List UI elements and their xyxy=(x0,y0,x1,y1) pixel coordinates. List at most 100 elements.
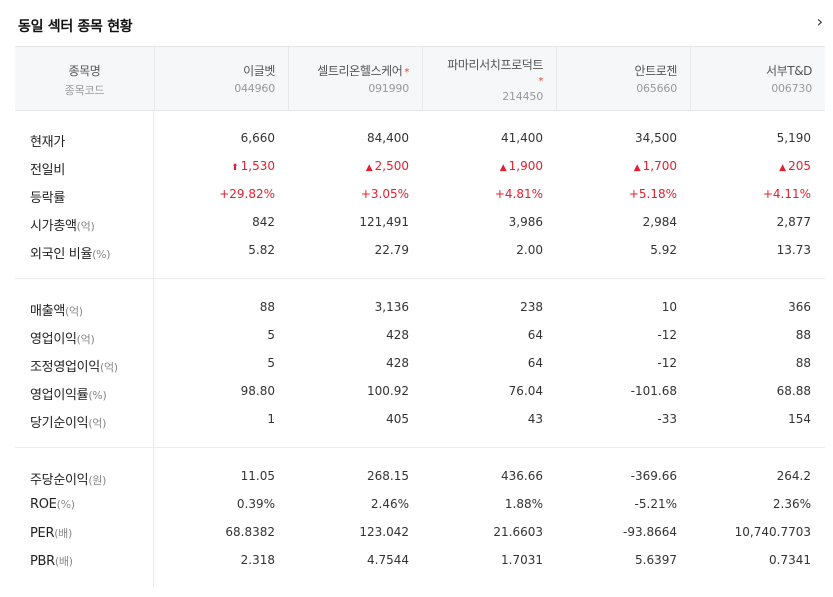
row-unit: (%) xyxy=(56,498,75,511)
up-arrow-icon: ▲ xyxy=(365,163,373,173)
row-unit: (억) xyxy=(76,333,95,346)
row-value: 428 xyxy=(386,328,409,342)
row-value: 2.46% xyxy=(370,497,409,511)
star-marker: * xyxy=(538,76,543,87)
row-unit: (%) xyxy=(92,248,111,261)
row-label: 주당순이익(원) xyxy=(30,473,107,488)
table-row: PBR(배) 2.318 4.7544 1.7031 5.6397 0.7341 xyxy=(15,547,825,575)
header-stock-cell: 서부T&D 006730 xyxy=(690,47,825,110)
row-value: 0.39% xyxy=(236,497,275,511)
row-value: 154 xyxy=(788,412,811,426)
row-value: 268.15 xyxy=(367,469,409,483)
up-arrow-icon: ▲ xyxy=(633,163,641,173)
chevron-right-icon[interactable]: › xyxy=(816,12,823,31)
row-value: 13.73 xyxy=(776,243,811,257)
row-value: -93.8664 xyxy=(623,525,677,539)
row-value: 84,400 xyxy=(367,131,409,145)
row-value: ▲ 205 xyxy=(779,159,811,173)
row-value: 428 xyxy=(386,356,409,370)
table-row: 당기순이익(억) 1 405 43 -33 154 xyxy=(15,406,825,434)
section-title: 동일 섹터 종목 현황 xyxy=(18,19,133,35)
stock-name-link[interactable]: 셀트리온헬스케어 xyxy=(317,64,403,78)
row-value: 5.92 xyxy=(650,243,677,257)
table-row: 전일비 ⬆ 1,530 ▲ 2,500 ▲ 1,900 ▲ 1,700 ▲ 205 xyxy=(15,153,825,181)
stock-name-link[interactable]: 파마리서치프로덕트 xyxy=(447,58,543,72)
row-value: 5,190 xyxy=(776,131,811,145)
stock-code: 006730 xyxy=(771,82,812,95)
header-code-label: 종목코드 xyxy=(64,84,105,97)
header-stock-cell: 이글벳 044960 xyxy=(154,47,288,110)
header-label-cell: 종목명 종목코드 xyxy=(15,47,154,110)
row-value: 88 xyxy=(795,328,811,342)
row-value: 4.7544 xyxy=(367,553,409,567)
row-value: 3,136 xyxy=(374,300,409,314)
stock-name-link[interactable]: 서부T&D xyxy=(765,64,812,78)
row-value: 64 xyxy=(527,328,543,342)
row-label: 조정영업이익(억) xyxy=(30,360,118,375)
row-value: 3,986 xyxy=(508,215,543,229)
row-label: 외국인 비율(%) xyxy=(30,247,111,262)
row-value: -33 xyxy=(657,412,677,426)
row-value: 1.7031 xyxy=(501,553,543,567)
row-value: 2.00 xyxy=(516,243,543,257)
row-label: 시가총액(억) xyxy=(30,219,95,234)
row-label: PER(배) xyxy=(30,526,72,541)
row-value: -5.21% xyxy=(634,497,677,511)
section-header: 동일 섹터 종목 현황 › xyxy=(0,0,833,46)
row-value: -369.66 xyxy=(630,469,677,483)
row-value: 5.6397 xyxy=(635,553,677,567)
row-value: 21.6603 xyxy=(493,525,543,539)
row-value: 11.05 xyxy=(240,469,275,483)
row-value: 366 xyxy=(788,300,811,314)
row-value: 1.88% xyxy=(504,497,543,511)
table-row: ROE(%) 0.39% 2.46% 1.88% -5.21% 2.36% xyxy=(15,491,825,519)
stock-name-link[interactable]: 안트로젠 xyxy=(634,64,677,78)
header-name-label: 종목명 xyxy=(68,64,101,78)
row-label: 등락률 xyxy=(30,191,65,206)
row-value: 2,877 xyxy=(776,215,811,229)
row-value: 10,740.7703 xyxy=(734,525,811,539)
row-value: 68.88 xyxy=(776,384,811,398)
row-value: 76.04 xyxy=(508,384,543,398)
table-row: 현재가 6,660 84,400 41,400 34,500 5,190 xyxy=(15,125,825,153)
row-label: 현재가 xyxy=(30,135,65,150)
row-unit: (억) xyxy=(99,361,118,374)
row-value: 34,500 xyxy=(635,131,677,145)
row-unit: (억) xyxy=(64,305,83,318)
header-stock-cell: 안트로젠 065660 xyxy=(556,47,690,110)
row-value: 43 xyxy=(527,412,543,426)
row-unit: (%) xyxy=(88,389,107,402)
row-value: 121,491 xyxy=(359,215,409,229)
stock-name-link[interactable]: 이글벳 xyxy=(243,64,275,78)
up-arrow-icon: ⬆ xyxy=(231,163,239,173)
row-label: 매출액(억) xyxy=(30,304,83,319)
row-value: 100.92 xyxy=(367,384,409,398)
row-value: -12 xyxy=(657,328,677,342)
row-value: 88 xyxy=(259,300,275,314)
table-row: 외국인 비율(%) 5.82 22.79 2.00 5.92 13.73 xyxy=(15,237,825,265)
table-row: PER(배) 68.8382 123.042 21.6603 -93.8664 10,74… xyxy=(15,519,825,547)
row-value: +5.18% xyxy=(628,187,677,201)
row-unit: (배) xyxy=(54,555,73,568)
header-stock-cell: 셀트리온헬스케어 * 091990 xyxy=(288,47,422,110)
row-value: ▲ 2,500 xyxy=(365,159,409,173)
row-value: 238 xyxy=(520,300,543,314)
row-value: 5 xyxy=(267,328,275,342)
row-unit: (억) xyxy=(76,220,95,233)
row-value: 2,984 xyxy=(642,215,677,229)
column-divider xyxy=(153,111,154,587)
row-value: ▲ 1,700 xyxy=(633,159,677,173)
row-label: 전일비 xyxy=(30,163,65,178)
row-value: 41,400 xyxy=(501,131,543,145)
row-unit: (원) xyxy=(88,474,107,487)
row-value: 98.80 xyxy=(240,384,275,398)
star-marker: * xyxy=(404,67,409,78)
up-arrow-icon: ▲ xyxy=(499,163,507,173)
row-value: ⬆ 1,530 xyxy=(231,159,275,173)
row-value: 2.318 xyxy=(240,553,275,567)
row-value: 68.8382 xyxy=(225,525,275,539)
row-value: 405 xyxy=(386,412,409,426)
row-value: 0.7341 xyxy=(769,553,811,567)
table-row: 영업이익률(%) 98.80 100.92 76.04 -101.68 68.88 xyxy=(15,378,825,406)
header-stock-cell: 파마리서치프로덕트 * 214450 xyxy=(422,47,556,110)
